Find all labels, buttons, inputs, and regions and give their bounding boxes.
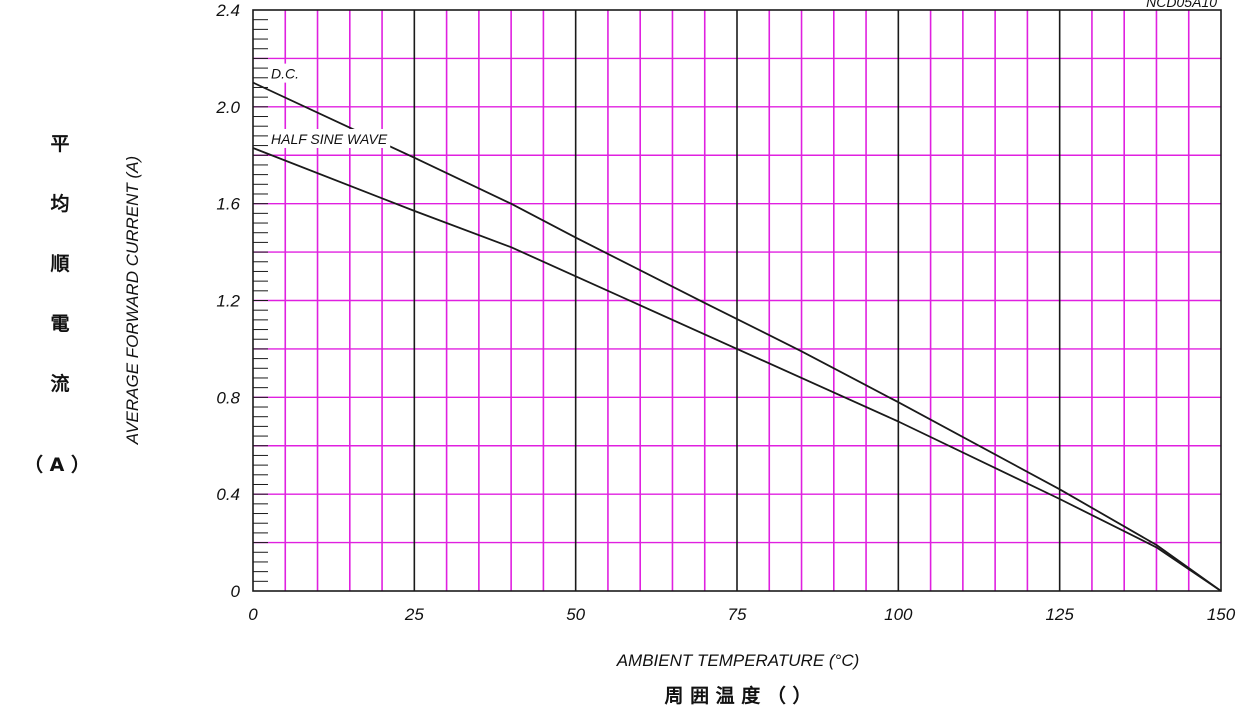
y-label-cjk-char: 均 bbox=[50, 192, 69, 215]
x-axis-label: AMBIENT TEMPERATURE (°C) bbox=[616, 651, 860, 670]
y-tick-label: 1.2 bbox=[216, 292, 240, 311]
curves bbox=[252, 81, 1222, 592]
x-tick-labels: 0 25 50 75 100 125 150 bbox=[248, 605, 1235, 624]
y-tick-label: 2.0 bbox=[215, 98, 240, 117]
y-tick-label: 0.8 bbox=[216, 388, 240, 407]
series-line-dc bbox=[252, 81, 1222, 592]
y-axis-label-cjk: 平 均 順 電 流 （ A ） bbox=[24, 133, 90, 476]
series-label-background bbox=[268, 128, 391, 148]
x-tick-label: 75 bbox=[728, 605, 747, 624]
y-label-cjk-char: 順 bbox=[50, 253, 70, 275]
y-label-cjk-char: 平 bbox=[50, 133, 69, 155]
x-tick-label: 25 bbox=[404, 605, 424, 624]
plot-frame bbox=[252, 9, 1222, 592]
y-tick-label: 0 bbox=[231, 582, 241, 601]
x-tick-label: 0 bbox=[248, 605, 258, 624]
y-label-cjk-char: 電 bbox=[50, 313, 69, 335]
series-labels: D.C. HALF SINE WAVE bbox=[268, 63, 391, 148]
y-tick-label: 0.4 bbox=[216, 485, 240, 504]
major-grid bbox=[413, 10, 1061, 591]
y-tick-label: 2.4 bbox=[215, 1, 240, 20]
y-label-cjk-unit: （ A ） bbox=[24, 453, 90, 476]
series-label-background bbox=[268, 63, 308, 83]
x-axis-label-cjk: 周 囲 温 度 （ ） bbox=[664, 684, 811, 707]
series-line-half-sine-wave bbox=[252, 147, 1222, 592]
y-minor-ticks bbox=[253, 19, 268, 582]
x-tick-label: 125 bbox=[1045, 605, 1074, 624]
series-label-dc: D.C. bbox=[271, 66, 299, 82]
y-tick-label: 1.6 bbox=[216, 195, 240, 214]
series-label-half-sine-wave: HALF SINE WAVE bbox=[271, 131, 388, 147]
y-axis-label: AVERAGE FORWARD CURRENT (A) bbox=[123, 156, 142, 445]
y-label-cjk-char: 流 bbox=[50, 372, 69, 395]
code-label: NCD05A10 bbox=[1146, 0, 1217, 10]
x-tick-label: 100 bbox=[884, 605, 913, 624]
y-tick-labels: 0 0.4 0.8 1.2 1.6 2.0 2.4 bbox=[215, 1, 240, 601]
x-tick-label: 150 bbox=[1207, 605, 1236, 624]
x-tick-label: 50 bbox=[566, 605, 585, 624]
